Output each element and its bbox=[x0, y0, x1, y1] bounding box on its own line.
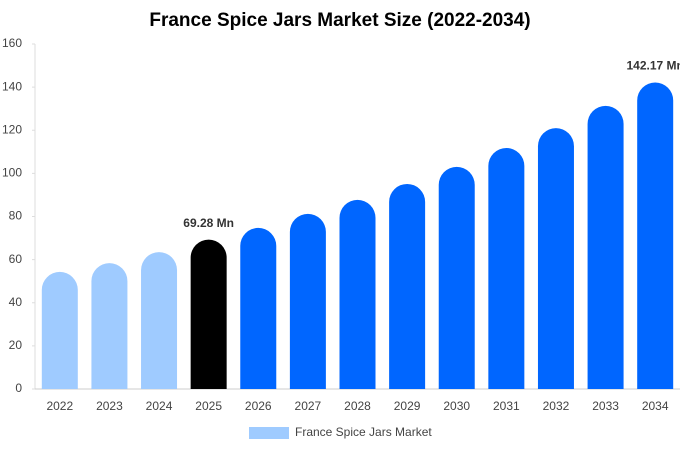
bar bbox=[587, 105, 624, 390]
legend-swatch bbox=[249, 427, 289, 439]
bar bbox=[339, 199, 376, 389]
x-tick-label: 2031 bbox=[493, 399, 520, 413]
y-tick-label: 0 bbox=[15, 381, 22, 395]
y-tick-label: 160 bbox=[2, 36, 22, 50]
x-tick-label: 2029 bbox=[394, 399, 421, 413]
bar bbox=[141, 252, 178, 389]
bar bbox=[91, 263, 128, 389]
bar bbox=[488, 147, 525, 389]
bar bbox=[190, 239, 227, 389]
bar bbox=[389, 183, 426, 389]
y-tick-label: 20 bbox=[9, 338, 23, 352]
x-tick-label: 2033 bbox=[592, 399, 619, 413]
bar bbox=[41, 271, 78, 389]
legend-label: France Spice Jars Market bbox=[295, 425, 432, 439]
bar bbox=[438, 166, 475, 389]
x-tick-label: 2027 bbox=[295, 399, 322, 413]
y-tick-label: 120 bbox=[2, 122, 22, 136]
bar bbox=[537, 128, 574, 389]
bar bbox=[289, 213, 326, 389]
value-label: 142.17 Mn bbox=[627, 59, 680, 73]
x-tick-label: 2032 bbox=[543, 399, 570, 413]
chart-title: France Spice Jars Market Size (2022-2034… bbox=[149, 10, 530, 31]
x-tick-label: 2022 bbox=[46, 399, 73, 413]
value-label: 69.28 Mn bbox=[183, 216, 234, 230]
bar bbox=[240, 227, 277, 389]
x-tick-label: 2023 bbox=[96, 399, 123, 413]
x-tick-label: 2034 bbox=[642, 399, 669, 413]
y-tick-label: 60 bbox=[9, 252, 23, 266]
y-tick-label: 140 bbox=[2, 79, 22, 93]
bar bbox=[637, 82, 674, 390]
x-tick-label: 2024 bbox=[146, 399, 173, 413]
y-tick-label: 80 bbox=[9, 209, 23, 223]
x-tick-label: 2025 bbox=[195, 399, 222, 413]
x-tick-label: 2026 bbox=[245, 399, 272, 413]
x-tick-label: 2030 bbox=[443, 399, 470, 413]
x-tick-label: 2028 bbox=[344, 399, 371, 413]
y-tick-label: 40 bbox=[9, 295, 23, 309]
y-tick-label: 100 bbox=[2, 166, 22, 180]
